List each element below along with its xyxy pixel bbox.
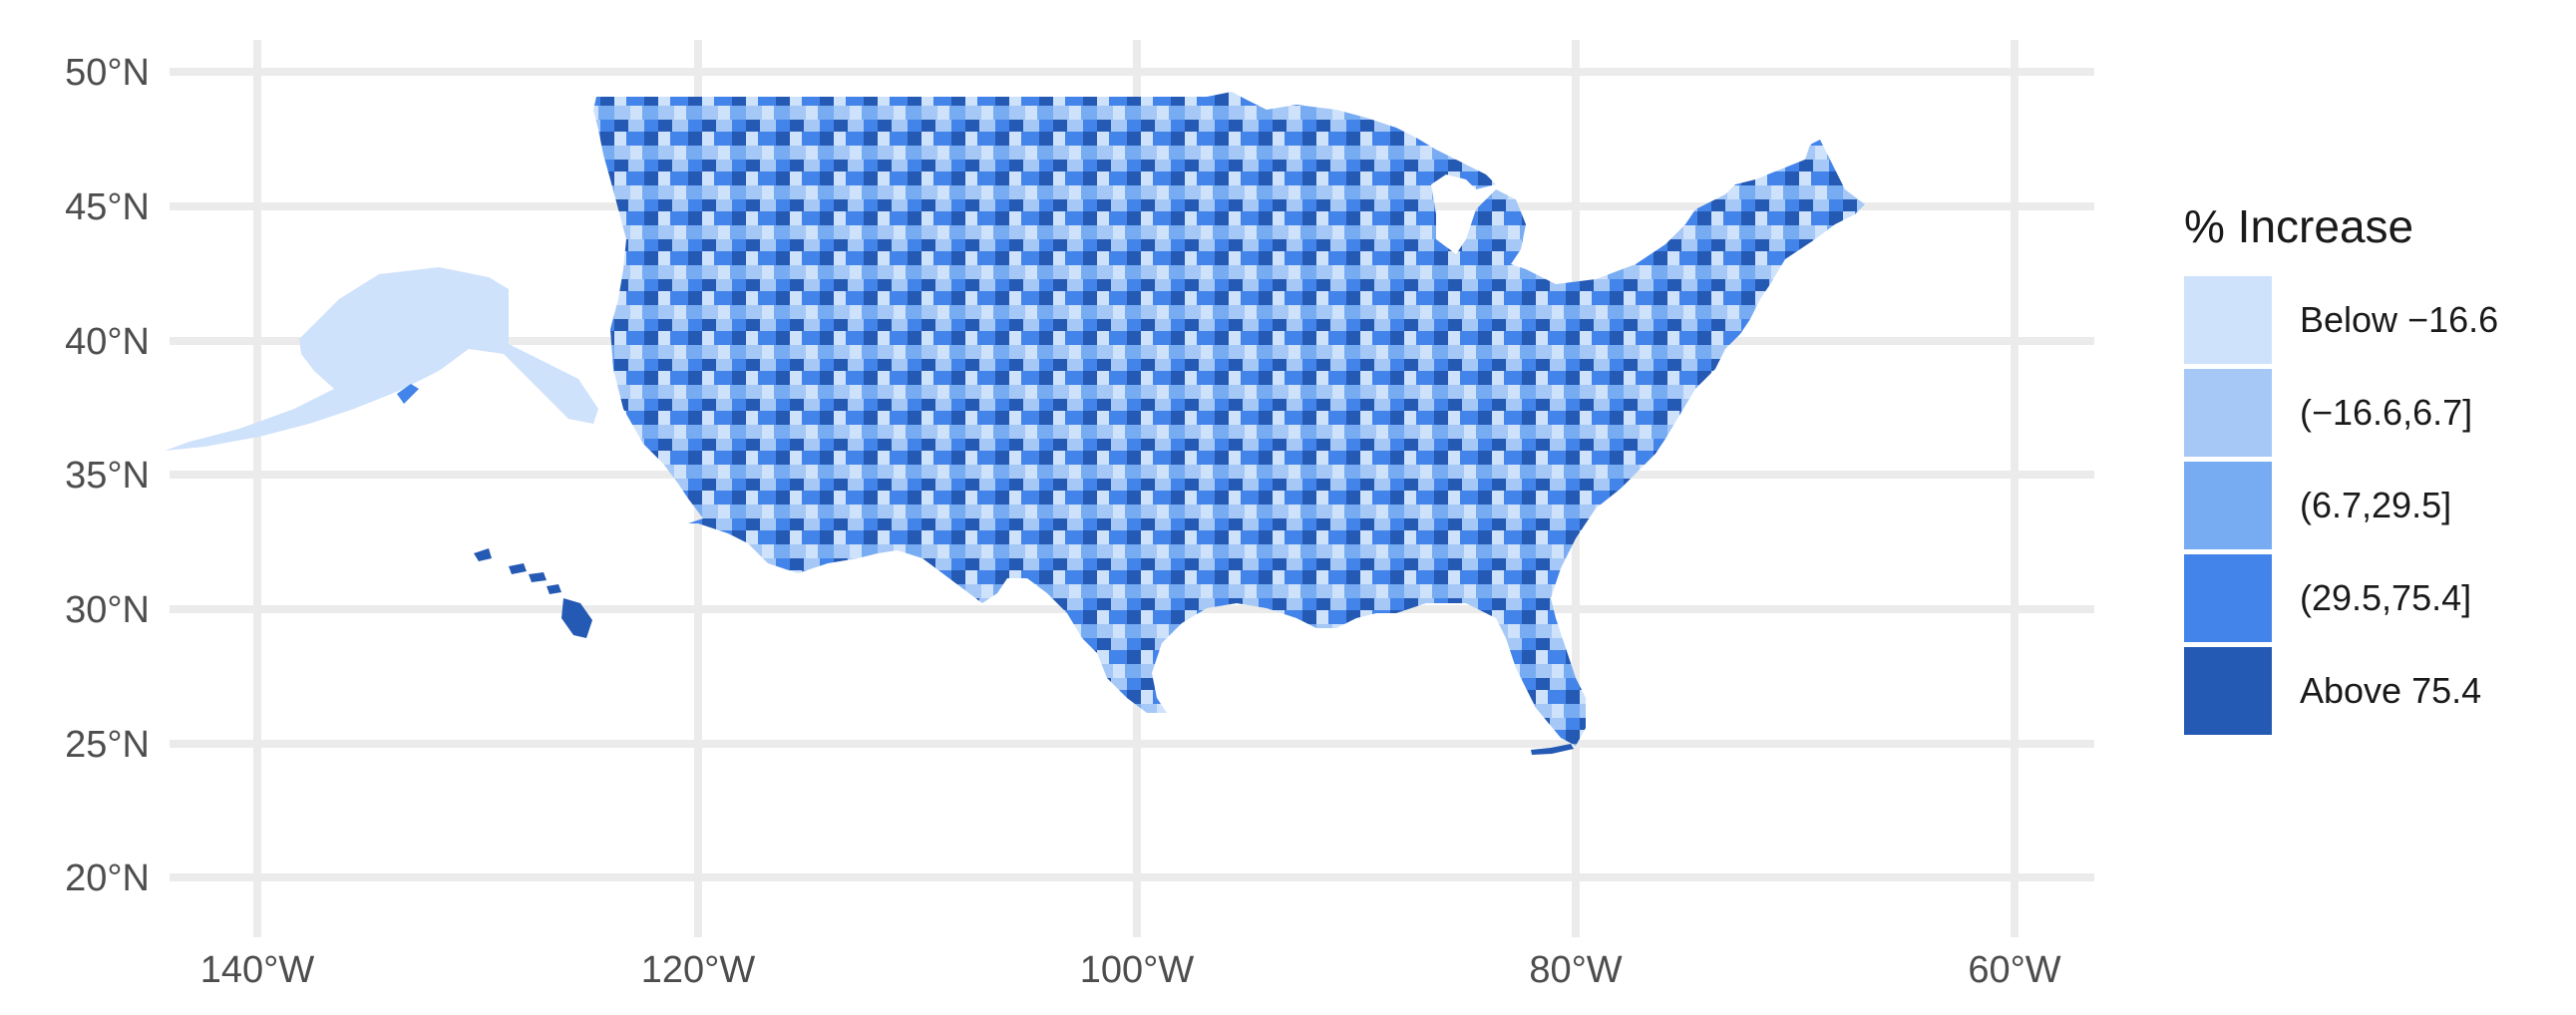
legend-item: (−16.6,6.7] (2184, 368, 2563, 458)
legend-label: (29.5,75.4] (2300, 577, 2472, 618)
legend-swatch (2184, 276, 2272, 364)
x-tick-label: 60°W (1968, 949, 2060, 991)
legend: % Increase Below −16.6 (−16.6,6.7] (6.7,… (2184, 199, 2563, 739)
y-tick-label: 45°N (65, 186, 150, 228)
x-tick-label: 100°W (1080, 949, 1195, 991)
y-tick-label: 35°N (65, 455, 150, 497)
legend-swatch (2184, 647, 2272, 735)
y-tick-label: 20°N (65, 857, 150, 899)
legend-label: Above 75.4 (2300, 670, 2482, 711)
legend-swatch (2184, 462, 2272, 549)
legend-label: (6.7,29.5] (2300, 485, 2452, 525)
legend-label: (−16.6,6.7] (2300, 392, 2473, 433)
legend-item: Above 75.4 (2184, 646, 2563, 736)
y-tick-label: 30°N (65, 589, 150, 631)
legend-item: (6.7,29.5] (2184, 461, 2563, 550)
y-tick-label: 50°N (65, 52, 150, 94)
x-axis: 140°W 120°W 100°W 80°W 60°W (200, 949, 2061, 991)
x-tick-label: 120°W (641, 949, 756, 991)
alaska-peninsula-region (397, 384, 419, 404)
legend-swatch (2184, 554, 2272, 642)
legend-item: Below −16.6 (2184, 275, 2563, 365)
y-tick-label: 40°N (65, 321, 150, 363)
contiguous-us-counties (593, 92, 1865, 746)
x-tick-label: 140°W (200, 949, 315, 991)
legend-item: (29.5,75.4] (2184, 553, 2563, 643)
alaska-region (165, 267, 598, 451)
legend-title: % Increase (2184, 200, 2414, 252)
y-tick-label: 25°N (65, 724, 150, 766)
legend-swatch (2184, 369, 2272, 457)
x-tick-label: 80°W (1529, 949, 1622, 991)
florida-keys-region (1531, 744, 1574, 755)
legend-label: Below −16.6 (2300, 299, 2499, 340)
hawaii-region (474, 548, 592, 638)
y-axis: 50°N 45°N 40°N 35°N 30°N 25°N 20°N (65, 52, 150, 899)
map-panel: 50°N 45°N 40°N 35°N 30°N 25°N 20°N 140°W… (65, 40, 2094, 991)
